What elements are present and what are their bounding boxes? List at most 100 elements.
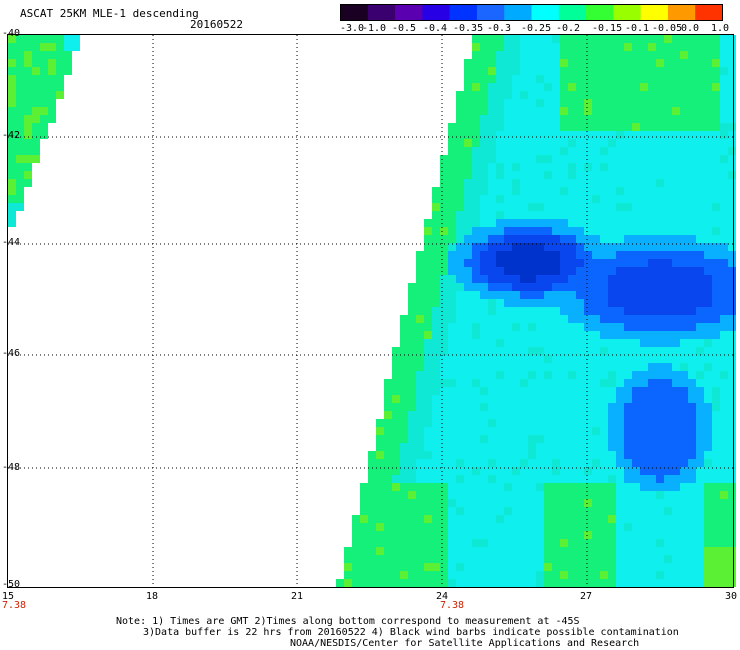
wind-cell	[520, 307, 528, 315]
wind-cell	[584, 243, 592, 251]
wind-cell	[656, 331, 664, 339]
wind-cell	[432, 475, 440, 483]
wind-cell	[592, 211, 600, 219]
colorbar-segment	[504, 4, 532, 21]
wind-cell	[656, 531, 664, 539]
wind-cell	[600, 211, 608, 219]
wind-cell	[528, 299, 536, 307]
wind-cell	[552, 379, 560, 387]
wind-cell	[480, 35, 488, 43]
wind-cell	[456, 299, 464, 307]
wind-cell	[552, 499, 560, 507]
wind-cell	[608, 467, 616, 475]
wind-cell	[416, 531, 424, 539]
wind-cell	[680, 59, 688, 67]
wind-cell	[688, 163, 696, 171]
wind-cell	[656, 355, 664, 363]
wind-cell	[496, 211, 504, 219]
wind-cell	[656, 219, 664, 227]
wind-cell	[392, 371, 400, 379]
wind-cell	[656, 459, 664, 467]
wind-cell	[624, 435, 632, 443]
wind-cell	[504, 371, 512, 379]
wind-cell	[584, 43, 592, 51]
wind-cell	[480, 259, 488, 267]
wind-cell	[680, 411, 688, 419]
wind-cell	[424, 507, 432, 515]
wind-cell	[416, 579, 424, 587]
wind-cell	[728, 203, 736, 211]
wind-cell	[560, 379, 568, 387]
wind-cell	[424, 395, 432, 403]
wind-cell	[480, 67, 488, 75]
wind-cell	[56, 75, 64, 83]
wind-cell	[712, 483, 720, 491]
wind-cell	[696, 435, 704, 443]
wind-cell	[696, 59, 704, 67]
wind-cell	[432, 387, 440, 395]
wind-cell	[416, 475, 424, 483]
wind-cell	[528, 147, 536, 155]
wind-cell	[688, 91, 696, 99]
wind-cell	[472, 155, 480, 163]
wind-cell	[672, 131, 680, 139]
wind-cell	[400, 355, 408, 363]
wind-cell	[696, 203, 704, 211]
wind-cell	[472, 123, 480, 131]
wind-cell	[552, 107, 560, 115]
wind-cell	[712, 355, 720, 363]
wind-cell	[616, 115, 624, 123]
wind-cell	[664, 363, 672, 371]
wind-cell	[408, 315, 416, 323]
wind-cell	[528, 363, 536, 371]
wind-cell	[448, 499, 456, 507]
wind-cell	[592, 579, 600, 587]
wind-cell	[688, 395, 696, 403]
wind-cell	[640, 323, 648, 331]
wind-cell	[696, 483, 704, 491]
wind-cell	[680, 347, 688, 355]
wind-cell	[632, 467, 640, 475]
wind-cell	[640, 99, 648, 107]
wind-cell	[648, 243, 656, 251]
wind-cell	[376, 467, 384, 475]
wind-cell	[32, 147, 40, 155]
wind-cell	[488, 59, 496, 67]
wind-cell	[560, 579, 568, 587]
wind-cell	[456, 579, 464, 587]
wind-cell	[616, 123, 624, 131]
wind-cell	[544, 499, 552, 507]
wind-cell	[624, 579, 632, 587]
wind-cell	[608, 395, 616, 403]
wind-cell	[592, 195, 600, 203]
wind-cell	[712, 547, 720, 555]
wind-cell	[440, 163, 448, 171]
wind-cell	[456, 491, 464, 499]
wind-cell	[616, 427, 624, 435]
wind-cell	[704, 155, 712, 163]
wind-cell	[680, 307, 688, 315]
wind-cell	[536, 323, 544, 331]
wind-cell	[624, 99, 632, 107]
wind-cell	[720, 579, 728, 587]
wind-cell	[392, 419, 400, 427]
wind-cell	[632, 171, 640, 179]
wind-cell	[400, 563, 408, 571]
wind-cell	[472, 427, 480, 435]
wind-cell	[624, 315, 632, 323]
wind-cell	[576, 499, 584, 507]
wind-cell	[560, 395, 568, 403]
wind-cell	[424, 459, 432, 467]
wind-cell	[424, 299, 432, 307]
wind-cell	[512, 51, 520, 59]
wind-cell	[432, 283, 440, 291]
wind-cell	[576, 467, 584, 475]
wind-cell	[720, 451, 728, 459]
wind-cell	[632, 67, 640, 75]
wind-cell	[448, 451, 456, 459]
wind-cell	[504, 43, 512, 51]
wind-cell	[656, 363, 664, 371]
wind-cell	[456, 115, 464, 123]
wind-cell	[504, 203, 512, 211]
wind-cell	[448, 259, 456, 267]
